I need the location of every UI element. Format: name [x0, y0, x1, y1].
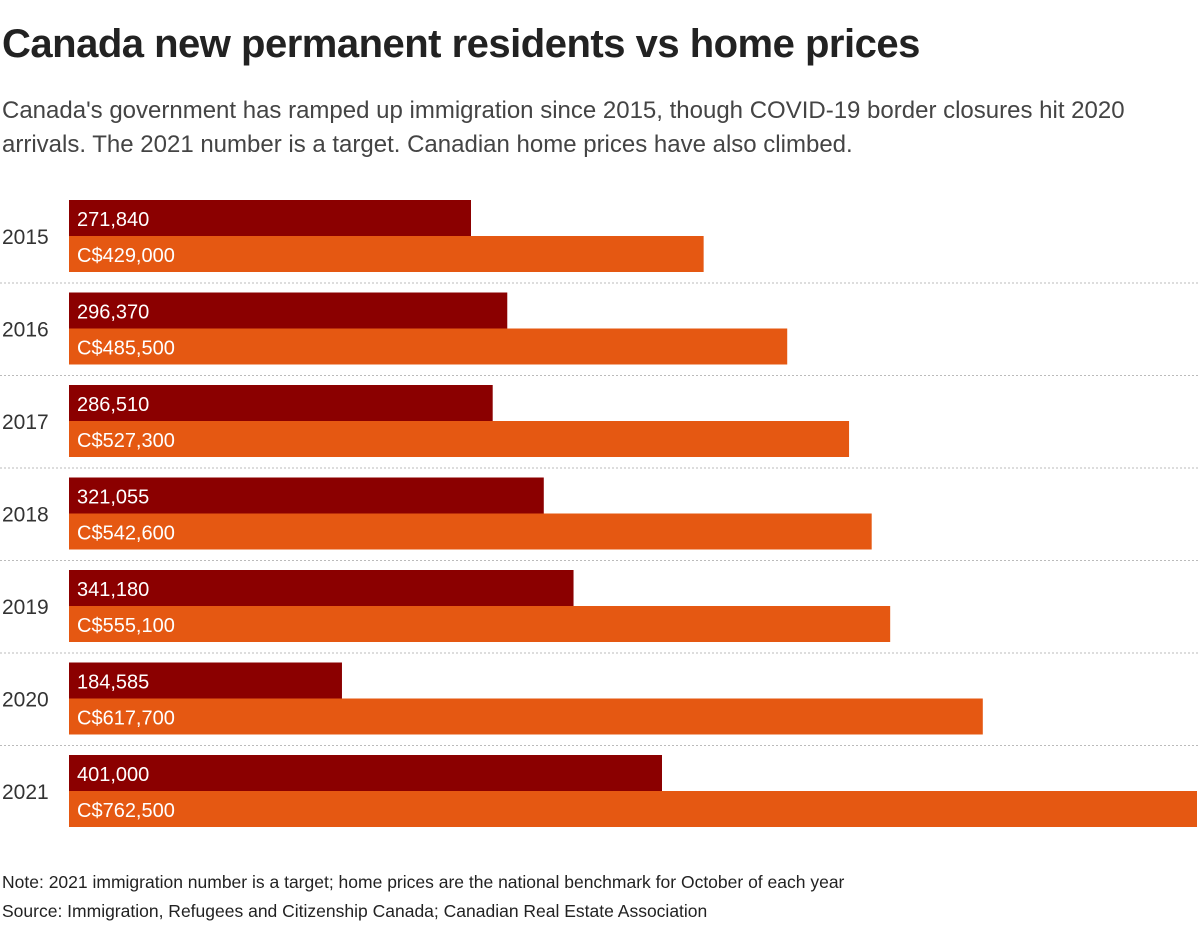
- year-label: 2020: [2, 689, 49, 712]
- immigration-bar: [69, 200, 471, 236]
- home-price-value-label: C$485,500: [77, 338, 175, 360]
- immigration-bar: [69, 570, 574, 606]
- home-price-bar: [69, 328, 788, 365]
- immigration-value-label: 184,585: [77, 672, 149, 694]
- year-label: 2015: [2, 226, 49, 249]
- immigration-value-label: 296,370: [77, 302, 149, 324]
- bar-chart: 2015 271,840 C$429,000 2016 296,370 C$485,500…: [0, 200, 1200, 827]
- year-label: 2019: [2, 596, 49, 619]
- home-price-bar: [69, 236, 704, 272]
- immigration-bar: [69, 292, 508, 329]
- year-label: 2017: [2, 411, 49, 434]
- home-price-bar: [69, 698, 983, 735]
- immigration-value-label: 341,180: [77, 579, 149, 601]
- home-price-value-label: C$617,700: [77, 708, 175, 730]
- chart-title: Canada new permanent residents vs home p…: [2, 22, 920, 66]
- chart-subtitle: Canada's government has ramped up immigr…: [2, 97, 1125, 158]
- home-price-bar: [69, 791, 1197, 827]
- year-label: 2021: [2, 781, 49, 804]
- footnote: Note: 2021 immigration number is a targe…: [2, 872, 845, 892]
- home-price-value-label: C$555,100: [77, 615, 175, 637]
- immigration-value-label: 321,055: [77, 487, 149, 509]
- year-label: 2016: [2, 319, 49, 342]
- home-price-bar: [69, 606, 891, 642]
- immigration-value-label: 286,510: [77, 394, 149, 416]
- immigration-bar: [69, 662, 342, 699]
- immigration-bar: [69, 755, 662, 791]
- immigration-bar: [69, 477, 544, 514]
- year-label: 2018: [2, 504, 49, 527]
- immigration-bar: [69, 385, 493, 421]
- home-price-value-label: C$527,300: [77, 430, 175, 452]
- home-price-value-label: C$542,600: [77, 523, 175, 545]
- home-price-value-label: C$762,500: [77, 800, 175, 822]
- home-price-bar: [69, 421, 850, 457]
- source-note: Source: Immigration, Refugees and Citize…: [2, 901, 708, 921]
- home-price-bar: [69, 513, 872, 550]
- footer-notes: Note: 2021 immigration number is a targe…: [2, 868, 844, 926]
- immigration-value-label: 271,840: [77, 209, 149, 231]
- immigration-value-label: 401,000: [77, 764, 149, 786]
- home-price-value-label: C$429,000: [77, 245, 175, 267]
